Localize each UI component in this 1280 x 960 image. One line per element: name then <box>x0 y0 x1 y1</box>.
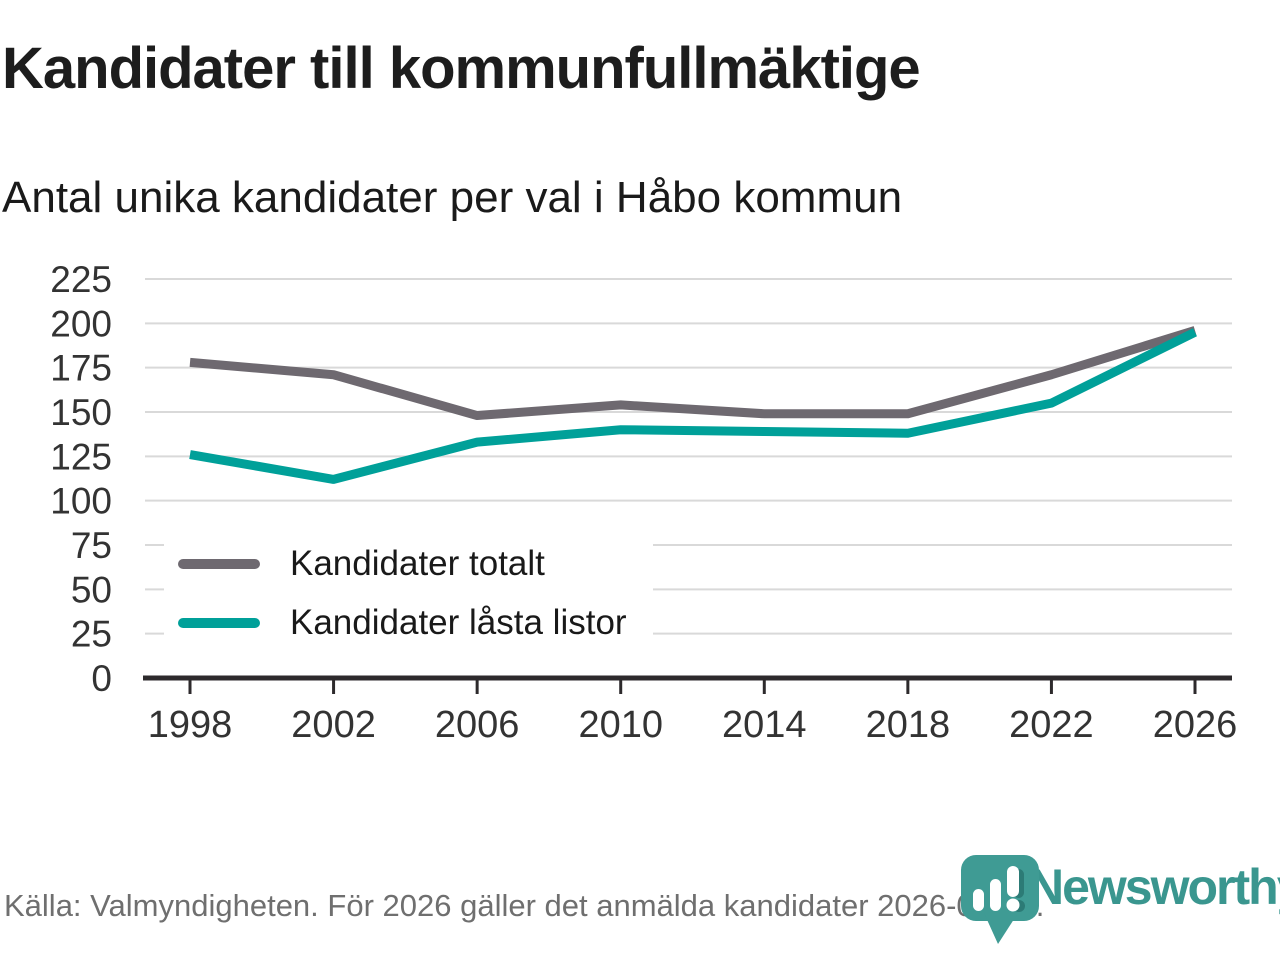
y-tick-label: 200 <box>50 303 112 344</box>
y-tick-label: 125 <box>50 436 112 477</box>
y-tick-label: 0 <box>91 658 112 699</box>
y-tick-label: 50 <box>71 569 112 610</box>
legend-swatch-lasta-listor <box>178 618 260 628</box>
newsworthy-wordmark: Newsworthy <box>1028 859 1280 915</box>
y-tick-label: 100 <box>50 481 112 522</box>
chart-title: Kandidater till kommunfullmäktige <box>2 36 921 101</box>
x-tick-label: 2002 <box>291 704 376 746</box>
x-tick-label: 2022 <box>1009 704 1094 746</box>
x-tick-label: 2018 <box>866 704 951 746</box>
newsworthy-logo-icon <box>961 855 1039 944</box>
x-tick-label: 1998 <box>148 704 233 746</box>
y-tick-label: 150 <box>50 392 112 433</box>
legend-swatch-totalt <box>178 559 260 569</box>
y-tick-label: 175 <box>50 348 112 389</box>
y-tick-label: 25 <box>71 614 112 655</box>
legend-item-lasta-listor: Kandidater låsta listor <box>178 601 627 645</box>
series-line-1 <box>189 328 1197 484</box>
legend-label-totalt: Kandidater totalt <box>290 544 545 583</box>
chart-subtitle: Antal unika kandidater per val i Håbo ko… <box>2 173 903 222</box>
series-line-0 <box>189 326 1197 421</box>
source-note: Källa: Valmyndigheten. För 2026 gäller d… <box>4 888 1045 923</box>
y-tick-label: 225 <box>50 259 112 300</box>
x-tick-label: 2014 <box>722 704 807 746</box>
legend-label-lasta-listor: Kandidater låsta listor <box>290 603 627 642</box>
y-tick-label: 75 <box>71 525 112 566</box>
x-tick-label: 2006 <box>435 704 520 746</box>
x-tick-label: 2010 <box>578 704 663 746</box>
x-tick-label: 2026 <box>1153 704 1238 746</box>
legend-item-totalt: Kandidater totalt <box>178 542 627 586</box>
legend: Kandidater totalt Kandidater låsta listo… <box>164 536 653 651</box>
